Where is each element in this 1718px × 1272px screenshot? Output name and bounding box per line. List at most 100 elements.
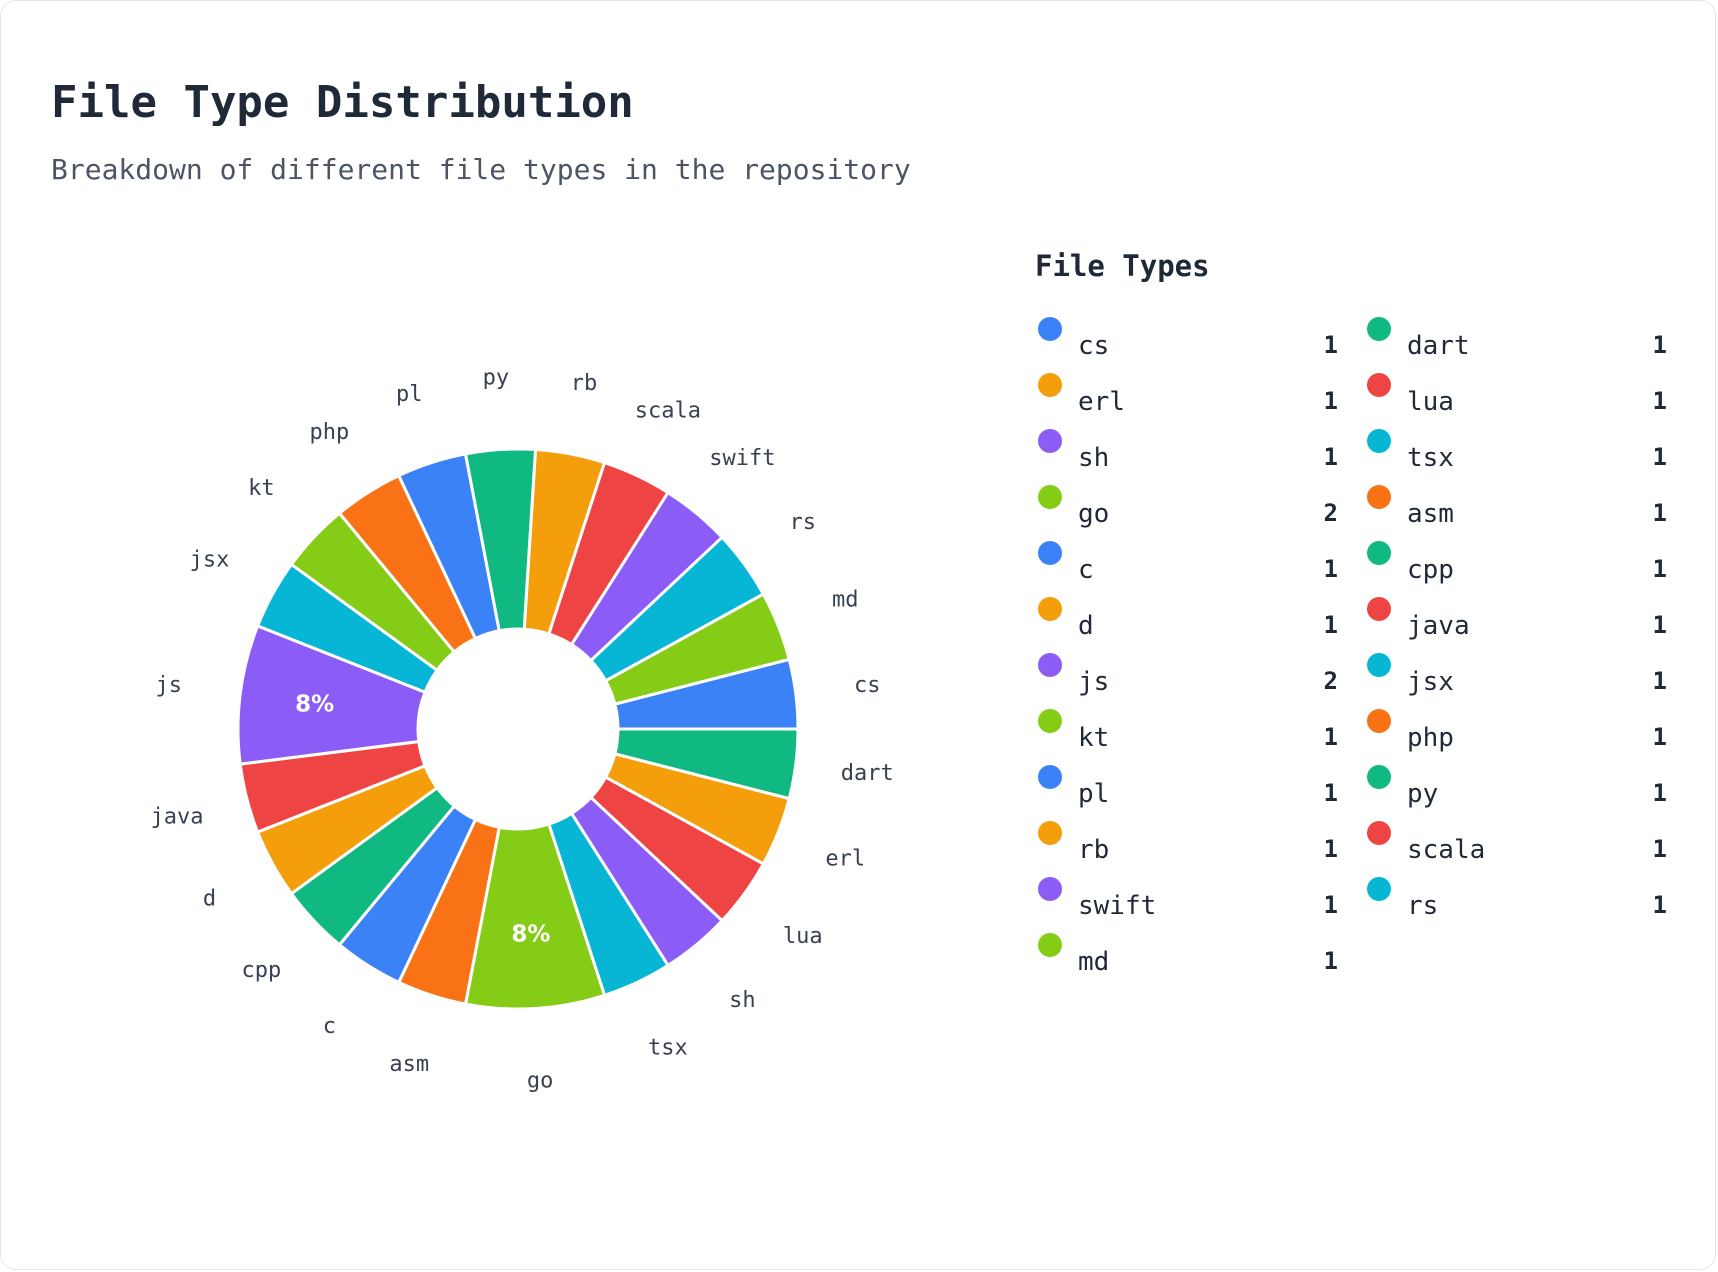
legend-name: pl xyxy=(1078,779,1110,809)
slice-label-asm: asm xyxy=(389,1052,429,1077)
slice-label-pl: pl xyxy=(396,382,423,407)
legend-name: tsx xyxy=(1407,443,1454,473)
legend-name: dart xyxy=(1407,331,1470,361)
slice-label-c: c xyxy=(323,1014,336,1039)
legend-dot xyxy=(1367,317,1391,341)
legend-dot xyxy=(1367,429,1391,453)
legend-count: 1 xyxy=(1652,779,1667,807)
slice-label-js: js xyxy=(156,673,183,698)
legend-item-cs[interactable]: cs 1 xyxy=(1038,317,1338,367)
legend-count: 1 xyxy=(1652,443,1667,471)
slice-label-erl: erl xyxy=(825,847,865,872)
legend-name: js xyxy=(1078,667,1110,697)
legend-item-go[interactable]: go 2 xyxy=(1038,485,1338,535)
slice-label-java: java xyxy=(151,805,204,830)
legend-count: 1 xyxy=(1323,779,1338,807)
legend-count: 1 xyxy=(1652,723,1667,751)
legend-item-sh[interactable]: sh 1 xyxy=(1038,429,1338,479)
legend-name: rb xyxy=(1078,835,1110,865)
legend-dot xyxy=(1367,877,1391,901)
legend-name: cpp xyxy=(1407,555,1454,585)
legend-dot xyxy=(1038,709,1062,733)
donut-chart: cs dart erl lua sh tsx go 8% asm c cpp d java js 8% jsx… xyxy=(151,366,894,1094)
slice-md[interactable] xyxy=(603,592,792,706)
chart-title: File Type Distribution xyxy=(51,77,634,128)
legend-dot xyxy=(1038,933,1062,957)
legend-item-asm[interactable]: asm 1 xyxy=(1367,485,1667,535)
legend-name: sh xyxy=(1078,443,1110,473)
slice-label-py: py xyxy=(483,366,510,391)
legend-item-cpp[interactable]: cpp 1 xyxy=(1367,541,1667,591)
legend-name: rs xyxy=(1407,891,1439,921)
legend-count: 1 xyxy=(1652,499,1667,527)
legend-dot xyxy=(1038,597,1062,621)
legend-item-rs[interactable]: rs 1 xyxy=(1367,877,1667,927)
legend-dot xyxy=(1038,821,1062,845)
legend-item-swift[interactable]: swift 1 xyxy=(1038,877,1338,927)
legend-item-js[interactable]: js 2 xyxy=(1038,653,1338,703)
slice-label-sh: sh xyxy=(729,988,756,1013)
slice-label-php: php xyxy=(310,420,350,445)
slice-label-lua: lua xyxy=(783,924,823,949)
legend-item-kt[interactable]: kt 1 xyxy=(1038,709,1338,759)
slice-label-d: d xyxy=(203,887,216,912)
legend-item-md[interactable]: md 1 xyxy=(1038,933,1338,983)
slice-label-tsx: tsx xyxy=(648,1035,688,1060)
legend-dot xyxy=(1038,541,1062,565)
legend-name: kt xyxy=(1078,723,1110,753)
slice-label-dart: dart xyxy=(841,761,894,786)
legend-dot xyxy=(1367,373,1391,397)
slice-label-cs: cs xyxy=(854,673,881,698)
legend-count: 1 xyxy=(1652,611,1667,639)
slice-label-md: md xyxy=(832,587,859,612)
legend-name: swift xyxy=(1078,891,1157,921)
legend-item-scala[interactable]: scala 1 xyxy=(1367,821,1667,871)
slice-label-rb: rb xyxy=(571,371,598,396)
legend-item-py[interactable]: py 1 xyxy=(1367,765,1667,815)
legend-dot xyxy=(1038,653,1062,677)
legend-dot xyxy=(1367,653,1391,677)
legend-item-pl[interactable]: pl 1 xyxy=(1038,765,1338,815)
legend-name: erl xyxy=(1078,387,1125,417)
legend-dot xyxy=(1038,765,1062,789)
slice-label-cpp: cpp xyxy=(242,958,282,983)
legend-name: java xyxy=(1407,611,1470,641)
legend-name: php xyxy=(1407,723,1454,753)
slice-label-kt: kt xyxy=(248,476,275,501)
legend-count: 1 xyxy=(1652,387,1667,415)
legend-dot xyxy=(1367,709,1391,733)
slice-label-go: go xyxy=(527,1068,554,1093)
legend-dot xyxy=(1038,373,1062,397)
legend-item-php[interactable]: php 1 xyxy=(1367,709,1667,759)
slice-label-jsx: jsx xyxy=(190,547,230,572)
legend-name: cs xyxy=(1078,331,1110,361)
chart-subtitle: Breakdown of different file types in the… xyxy=(51,153,911,186)
legend-count: 1 xyxy=(1323,947,1338,975)
legend-count: 1 xyxy=(1323,555,1338,583)
legend-name: d xyxy=(1078,611,1094,641)
legend-name: asm xyxy=(1407,499,1454,529)
legend-dot xyxy=(1367,485,1391,509)
legend-count: 1 xyxy=(1652,331,1667,359)
slice-label-rs: rs xyxy=(790,510,817,535)
legend-item-jsx[interactable]: jsx 1 xyxy=(1367,653,1667,703)
legend-item-erl[interactable]: erl 1 xyxy=(1038,373,1338,423)
legend-count: 1 xyxy=(1323,723,1338,751)
legend-name: jsx xyxy=(1407,667,1454,697)
legend-item-tsx[interactable]: tsx 1 xyxy=(1367,429,1667,479)
legend-count: 2 xyxy=(1323,667,1338,695)
legend-count: 1 xyxy=(1652,835,1667,863)
legend-name: c xyxy=(1078,555,1094,585)
legend-name: lua xyxy=(1407,387,1454,417)
legend-item-lua[interactable]: lua 1 xyxy=(1367,373,1667,423)
legend-item-java[interactable]: java 1 xyxy=(1367,597,1667,647)
legend-count: 1 xyxy=(1323,331,1338,359)
legend-item-dart[interactable]: dart 1 xyxy=(1367,317,1667,367)
legend-item-rb[interactable]: rb 1 xyxy=(1038,821,1338,871)
percent-label-js: 8% xyxy=(295,691,334,717)
legend-count: 1 xyxy=(1652,555,1667,583)
legend-count: 1 xyxy=(1323,835,1338,863)
